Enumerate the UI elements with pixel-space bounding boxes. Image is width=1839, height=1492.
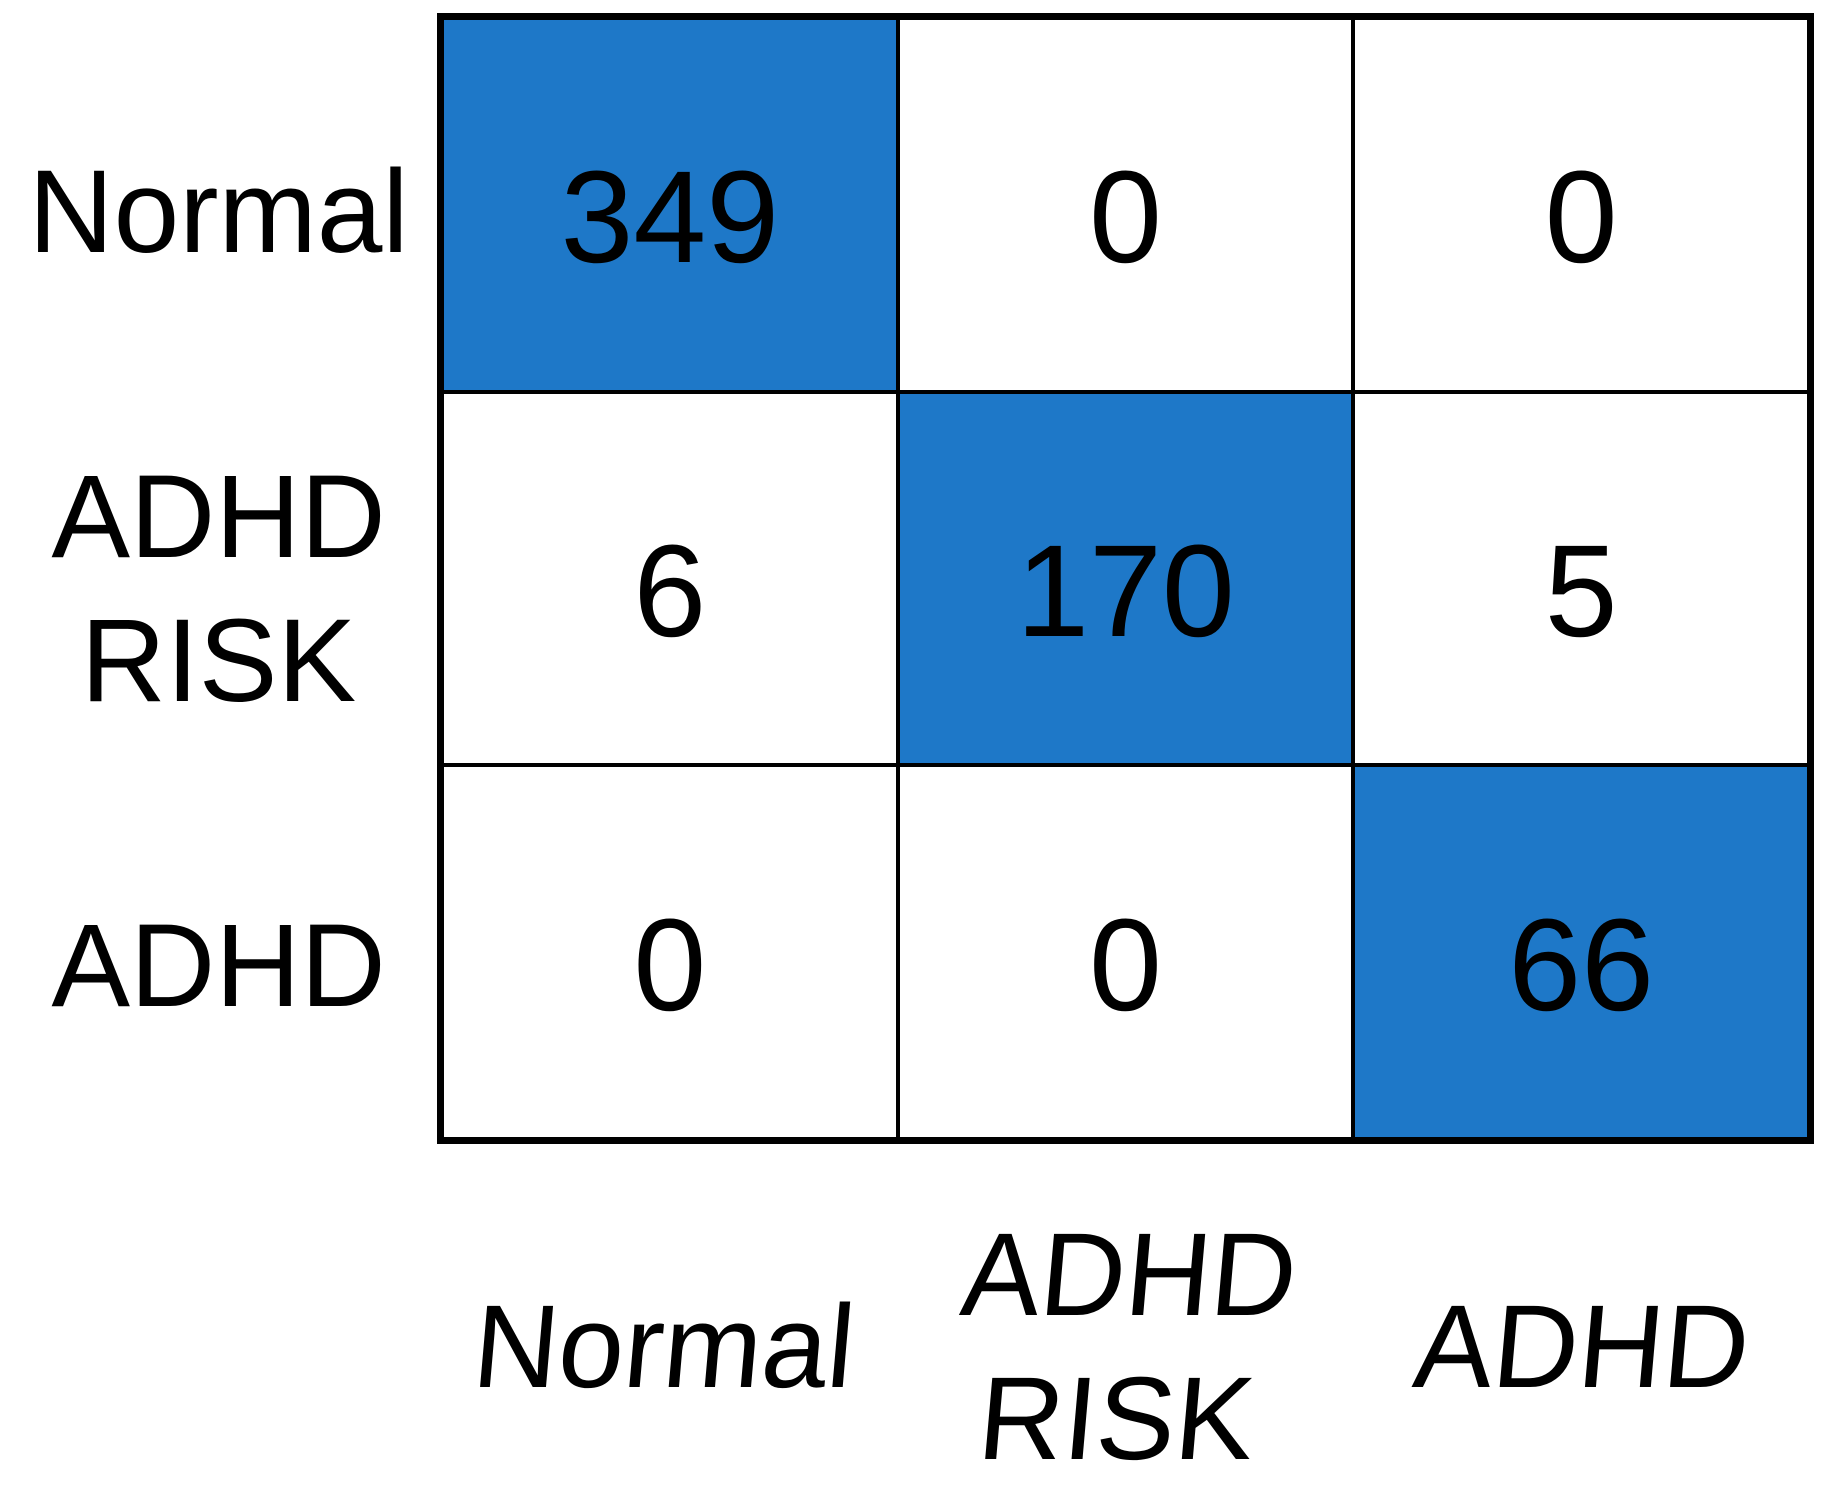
col-label-adhd: ADHD — [1408, 1280, 1755, 1413]
matrix-cell-r0c1: 0 — [897, 18, 1354, 392]
matrix-cell-r1c2: 5 — [1353, 391, 1809, 766]
row-label-column: Normal ADHD RISK ADHD — [0, 13, 437, 1144]
row-label-adhd: ADHD — [51, 899, 386, 1032]
matrix-cell-r2c2: 66 — [1353, 765, 1809, 1139]
row-label-normal: Normal — [28, 145, 409, 278]
matrix-grid: 349 0 0 6 170 5 0 0 66 — [437, 13, 1814, 1144]
matrix-cell-r1c1: 170 — [897, 391, 1354, 766]
matrix-cell-r0c2: 0 — [1353, 18, 1809, 392]
matrix-cell-r2c1: 0 — [897, 765, 1354, 1139]
col-label-normal: Normal — [468, 1280, 860, 1413]
col-label-row: Normal ADHD RISK ADHD — [437, 1144, 1814, 1485]
col-label-adhd-risk: ADHD RISK — [956, 1209, 1303, 1485]
row-label-adhd-risk: ADHD RISK — [51, 450, 386, 727]
matrix-cell-r0c0: 349 — [442, 18, 898, 392]
matrix-cell-r1c0: 6 — [442, 391, 898, 766]
matrix-cell-r2c0: 0 — [442, 765, 898, 1139]
